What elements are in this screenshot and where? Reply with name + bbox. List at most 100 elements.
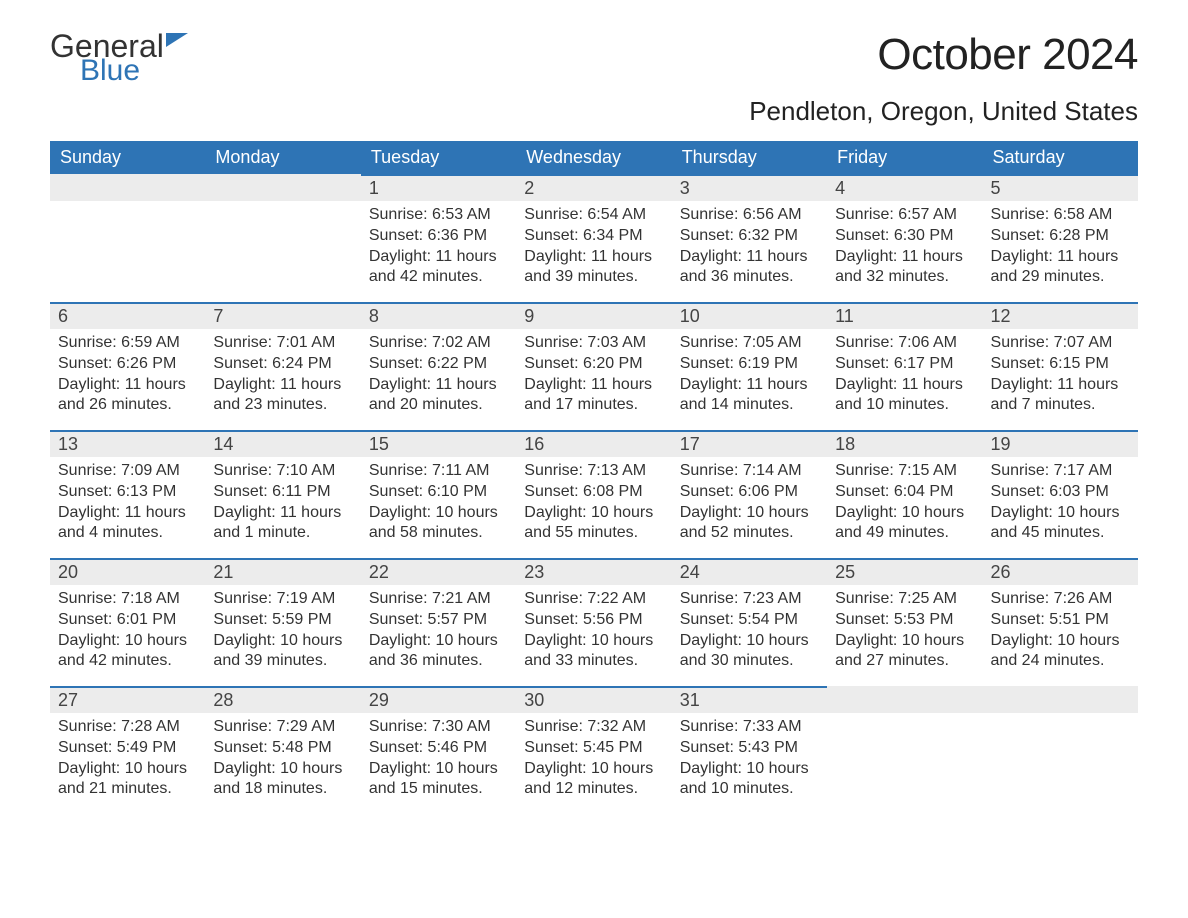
day-details: Sunrise: 7:05 AMSunset: 6:19 PMDaylight:… [672, 329, 827, 424]
sunset-text: Sunset: 5:56 PM [524, 610, 663, 631]
sunset-text: Sunset: 6:06 PM [680, 482, 819, 503]
sunrise-text: Sunrise: 6:59 AM [58, 333, 197, 354]
day-details: Sunrise: 7:25 AMSunset: 5:53 PMDaylight:… [827, 585, 982, 680]
sunrise-text: Sunrise: 7:17 AM [991, 461, 1130, 482]
sunset-text: Sunset: 6:01 PM [58, 610, 197, 631]
daylight-line1: Daylight: 11 hours [369, 375, 508, 396]
daylight-line2: and 24 minutes. [991, 651, 1130, 672]
daylight-line1: Daylight: 11 hours [835, 375, 974, 396]
logo: General Blue [50, 30, 188, 86]
daylight-line1: Daylight: 10 hours [213, 759, 352, 780]
daylight-line1: Daylight: 11 hours [680, 247, 819, 268]
day-number [983, 686, 1138, 713]
daylight-line1: Daylight: 10 hours [991, 631, 1130, 652]
day-number: 13 [50, 430, 205, 457]
sunrise-text: Sunrise: 7:18 AM [58, 589, 197, 610]
calendar-cell: 7Sunrise: 7:01 AMSunset: 6:24 PMDaylight… [205, 302, 360, 430]
sunset-text: Sunset: 6:30 PM [835, 226, 974, 247]
daylight-line1: Daylight: 10 hours [524, 503, 663, 524]
calendar-week: 27Sunrise: 7:28 AMSunset: 5:49 PMDayligh… [50, 686, 1138, 814]
day-number [50, 174, 205, 201]
weekday-header: Saturday [983, 141, 1138, 174]
daylight-line2: and 52 minutes. [680, 523, 819, 544]
calendar-cell: 31Sunrise: 7:33 AMSunset: 5:43 PMDayligh… [672, 686, 827, 814]
day-number: 22 [361, 558, 516, 585]
calendar-cell: 1Sunrise: 6:53 AMSunset: 6:36 PMDaylight… [361, 174, 516, 302]
weekday-header: Sunday [50, 141, 205, 174]
day-details: Sunrise: 7:22 AMSunset: 5:56 PMDaylight:… [516, 585, 671, 680]
daylight-line1: Daylight: 11 hours [58, 503, 197, 524]
daylight-line2: and 1 minute. [213, 523, 352, 544]
sunrise-text: Sunrise: 7:05 AM [680, 333, 819, 354]
sunrise-text: Sunrise: 7:13 AM [524, 461, 663, 482]
calendar-cell: 22Sunrise: 7:21 AMSunset: 5:57 PMDayligh… [361, 558, 516, 686]
daylight-line2: and 36 minutes. [369, 651, 508, 672]
day-details: Sunrise: 7:10 AMSunset: 6:11 PMDaylight:… [205, 457, 360, 552]
daylight-line1: Daylight: 11 hours [991, 247, 1130, 268]
calendar-cell: 3Sunrise: 6:56 AMSunset: 6:32 PMDaylight… [672, 174, 827, 302]
day-details: Sunrise: 6:54 AMSunset: 6:34 PMDaylight:… [516, 201, 671, 296]
day-details: Sunrise: 6:59 AMSunset: 6:26 PMDaylight:… [50, 329, 205, 424]
weekday-header: Monday [205, 141, 360, 174]
day-number: 24 [672, 558, 827, 585]
day-number: 21 [205, 558, 360, 585]
daylight-line2: and 30 minutes. [680, 651, 819, 672]
daylight-line1: Daylight: 11 hours [524, 375, 663, 396]
day-number: 30 [516, 686, 671, 713]
weekday-header: Friday [827, 141, 982, 174]
day-number: 23 [516, 558, 671, 585]
sunrise-text: Sunrise: 7:11 AM [369, 461, 508, 482]
title-block: October 2024 [877, 30, 1138, 80]
daylight-line2: and 39 minutes. [524, 267, 663, 288]
day-number [205, 174, 360, 201]
daylight-line2: and 36 minutes. [680, 267, 819, 288]
calendar-week: 1Sunrise: 6:53 AMSunset: 6:36 PMDaylight… [50, 174, 1138, 302]
weekday-header: Thursday [672, 141, 827, 174]
sunset-text: Sunset: 6:32 PM [680, 226, 819, 247]
day-number: 2 [516, 174, 671, 201]
sunset-text: Sunset: 6:36 PM [369, 226, 508, 247]
sunrise-text: Sunrise: 7:01 AM [213, 333, 352, 354]
calendar-cell: 24Sunrise: 7:23 AMSunset: 5:54 PMDayligh… [672, 558, 827, 686]
sunset-text: Sunset: 5:53 PM [835, 610, 974, 631]
calendar-week: 13Sunrise: 7:09 AMSunset: 6:13 PMDayligh… [50, 430, 1138, 558]
day-details: Sunrise: 6:53 AMSunset: 6:36 PMDaylight:… [361, 201, 516, 296]
daylight-line1: Daylight: 11 hours [991, 375, 1130, 396]
calendar-cell: 30Sunrise: 7:32 AMSunset: 5:45 PMDayligh… [516, 686, 671, 814]
day-number: 31 [672, 686, 827, 713]
day-details [983, 713, 1138, 725]
day-details: Sunrise: 7:07 AMSunset: 6:15 PMDaylight:… [983, 329, 1138, 424]
day-details [205, 201, 360, 213]
calendar-cell: 20Sunrise: 7:18 AMSunset: 6:01 PMDayligh… [50, 558, 205, 686]
daylight-line2: and 18 minutes. [213, 779, 352, 800]
sunset-text: Sunset: 6:11 PM [213, 482, 352, 503]
day-details: Sunrise: 7:15 AMSunset: 6:04 PMDaylight:… [827, 457, 982, 552]
calendar-cell: 16Sunrise: 7:13 AMSunset: 6:08 PMDayligh… [516, 430, 671, 558]
daylight-line2: and 32 minutes. [835, 267, 974, 288]
day-details: Sunrise: 7:03 AMSunset: 6:20 PMDaylight:… [516, 329, 671, 424]
sunrise-text: Sunrise: 7:03 AM [524, 333, 663, 354]
sunset-text: Sunset: 6:15 PM [991, 354, 1130, 375]
daylight-line1: Daylight: 10 hours [835, 503, 974, 524]
daylight-line2: and 26 minutes. [58, 395, 197, 416]
sunrise-text: Sunrise: 7:07 AM [991, 333, 1130, 354]
calendar-cell: 8Sunrise: 7:02 AMSunset: 6:22 PMDaylight… [361, 302, 516, 430]
sunset-text: Sunset: 6:26 PM [58, 354, 197, 375]
daylight-line1: Daylight: 11 hours [213, 503, 352, 524]
calendar-week: 20Sunrise: 7:18 AMSunset: 6:01 PMDayligh… [50, 558, 1138, 686]
sunset-text: Sunset: 5:46 PM [369, 738, 508, 759]
calendar-week: 6Sunrise: 6:59 AMSunset: 6:26 PMDaylight… [50, 302, 1138, 430]
sunrise-text: Sunrise: 6:53 AM [369, 205, 508, 226]
day-number: 1 [361, 174, 516, 201]
day-number: 27 [50, 686, 205, 713]
day-details: Sunrise: 7:11 AMSunset: 6:10 PMDaylight:… [361, 457, 516, 552]
daylight-line1: Daylight: 10 hours [835, 631, 974, 652]
day-details [827, 713, 982, 725]
day-details [50, 201, 205, 213]
daylight-line1: Daylight: 10 hours [680, 503, 819, 524]
sunset-text: Sunset: 6:17 PM [835, 354, 974, 375]
day-details: Sunrise: 7:21 AMSunset: 5:57 PMDaylight:… [361, 585, 516, 680]
sunset-text: Sunset: 6:22 PM [369, 354, 508, 375]
daylight-line1: Daylight: 11 hours [213, 375, 352, 396]
calendar-cell: 13Sunrise: 7:09 AMSunset: 6:13 PMDayligh… [50, 430, 205, 558]
